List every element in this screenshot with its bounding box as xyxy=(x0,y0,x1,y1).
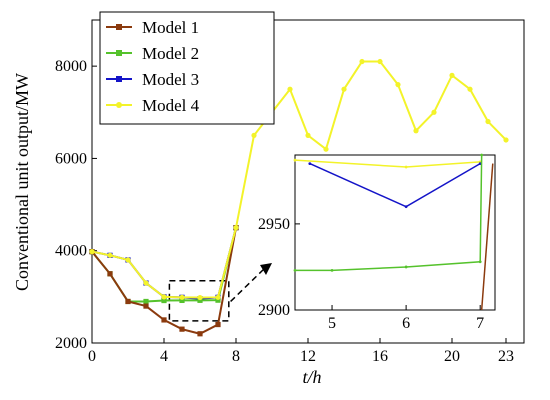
zoom-arrow-head xyxy=(260,263,272,275)
data-point xyxy=(125,298,131,305)
inset-series xyxy=(293,153,494,311)
x-tick-label: 8 xyxy=(232,348,240,365)
inset-data-point xyxy=(480,153,484,157)
x-tick-label: 4 xyxy=(160,348,168,365)
legend-label: Model 4 xyxy=(142,96,200,115)
data-point xyxy=(485,118,491,125)
zoom-region xyxy=(168,263,272,322)
inset-data-point xyxy=(404,205,408,209)
y-axis-label: Conventional unit output/MW xyxy=(12,73,32,291)
legend-marker xyxy=(116,50,122,56)
data-point xyxy=(287,86,293,92)
data-point xyxy=(179,294,185,300)
data-point xyxy=(179,326,185,332)
inset-line-model-1 xyxy=(480,163,494,311)
x-tick-label: 20 xyxy=(444,348,460,365)
inset-y-tick-label: 2950 xyxy=(258,216,290,233)
data-point xyxy=(431,109,437,115)
data-point xyxy=(215,294,221,300)
inset-plot: 5 6 7 2900 2950 xyxy=(258,153,496,332)
legend-label: Model 3 xyxy=(142,70,199,89)
data-point xyxy=(359,58,365,65)
data-point xyxy=(161,297,167,304)
data-point xyxy=(413,128,419,134)
x-tick-label: 23 xyxy=(498,348,514,365)
data-point xyxy=(377,58,383,65)
data-point xyxy=(179,297,185,304)
data-point xyxy=(251,132,257,138)
inset-y-tick-label: 2900 xyxy=(258,302,290,319)
series-line-model-4 xyxy=(91,60,507,299)
inset-data-point xyxy=(330,268,334,272)
inset-data-point xyxy=(404,165,408,169)
y-tick-label: 8000 xyxy=(55,58,87,75)
data-point xyxy=(161,317,167,323)
legend-marker xyxy=(116,24,122,30)
data-point xyxy=(161,294,167,300)
legend-marker xyxy=(116,102,122,108)
legend-label: Model 1 xyxy=(142,18,199,37)
inset-data-point xyxy=(293,158,297,162)
series-line-model-3 xyxy=(91,227,237,300)
inset-axes: 5 6 7 2900 2950 xyxy=(258,216,484,332)
data-point xyxy=(125,257,131,263)
zoom-arrow-line xyxy=(230,267,266,303)
data-point xyxy=(107,252,113,258)
data-point xyxy=(305,132,311,138)
data-point xyxy=(143,280,149,286)
y-tick-label: 6000 xyxy=(55,150,87,167)
data-point xyxy=(341,86,347,92)
data-point xyxy=(107,271,113,277)
x-axis-label: t/h xyxy=(302,367,321,387)
data-point xyxy=(197,297,203,303)
inset-x-tick-label: 7 xyxy=(476,315,484,332)
legend: Model 1 Model 2 Model 3 Model 4 xyxy=(99,11,275,125)
inset-data-point xyxy=(478,260,482,264)
y-tick-label: 2000 xyxy=(55,335,87,352)
main-series xyxy=(89,58,509,337)
x-tick-label: 16 xyxy=(372,348,388,365)
data-point xyxy=(449,72,455,78)
x-tick-label: 0 xyxy=(88,348,96,365)
main-plot: 0 4 8 12 16 20 23 2000 4000 6000 8000 t/h Conventi… xyxy=(12,19,525,387)
data-point xyxy=(503,137,509,143)
data-point xyxy=(197,294,203,301)
data-point xyxy=(215,321,221,328)
inset-x-tick-label: 6 xyxy=(402,315,410,332)
legend-marker xyxy=(116,76,122,82)
inset-x-tick-label: 5 xyxy=(328,315,336,332)
legend-label: Model 2 xyxy=(142,44,199,63)
data-point xyxy=(467,86,473,92)
inset-background xyxy=(294,154,496,311)
inset-data-point xyxy=(308,162,312,166)
data-point xyxy=(197,331,203,337)
data-point xyxy=(89,249,95,255)
main-axes: 0 4 8 12 16 20 23 2000 4000 6000 8000 xyxy=(55,58,514,365)
data-point xyxy=(143,303,149,309)
data-point xyxy=(395,82,401,88)
data-point xyxy=(215,297,221,303)
data-point xyxy=(323,146,329,152)
inset-data-point xyxy=(293,268,297,272)
data-point xyxy=(233,225,239,231)
inset-data-point xyxy=(404,265,408,269)
data-point xyxy=(143,298,149,305)
y-tick-label: 4000 xyxy=(55,243,87,260)
x-tick-label: 12 xyxy=(300,348,316,365)
series-line-model-2 xyxy=(91,227,237,303)
